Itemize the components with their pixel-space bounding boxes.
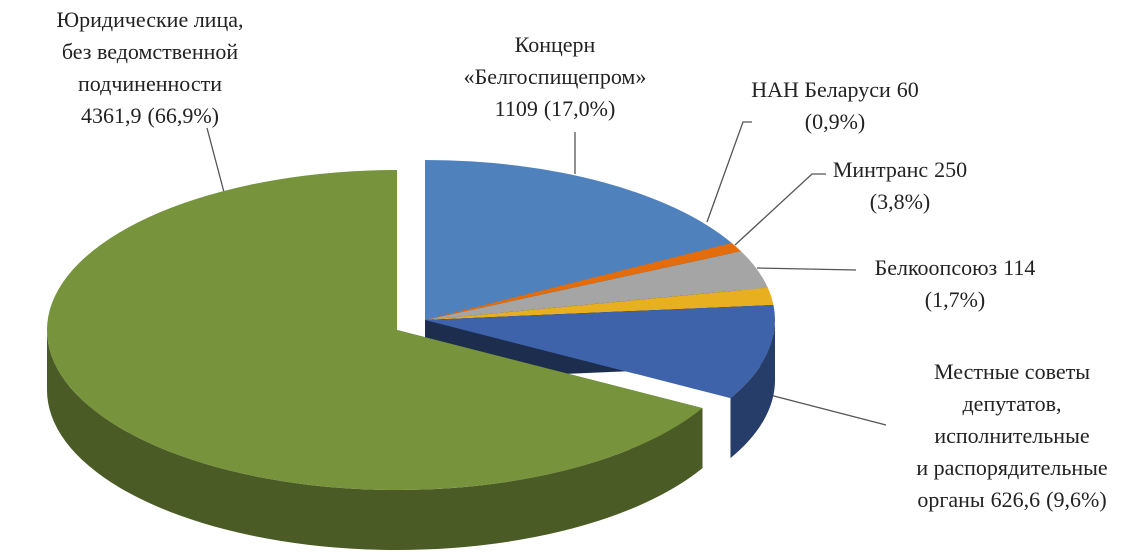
percent-label: (66,9%) <box>148 103 219 128</box>
label-line: «Белгоспищепром» <box>464 64 647 89</box>
label-line: Местные советы <box>934 359 1090 384</box>
label-line: без ведомственной <box>62 39 239 64</box>
slice-side <box>730 320 775 459</box>
category-name: подчиненности <box>78 71 222 96</box>
value-label: 250 <box>934 157 967 182</box>
slice-top <box>425 160 732 320</box>
label-line: Белкоопсоюз 114 <box>875 255 1036 280</box>
slice-label: Концерн «Белгоспищепром» 1109 (17,0%) <box>464 32 647 121</box>
slice-top <box>46 170 703 490</box>
leader-line <box>769 394 887 426</box>
label-line: (3,8%) <box>870 189 930 214</box>
percent-label: (0,9%) <box>805 109 865 134</box>
slice-top <box>425 242 741 320</box>
leader-line <box>756 267 857 271</box>
label-line: (1,7%) <box>925 287 985 312</box>
category-name: Юридические лица, <box>56 7 243 32</box>
percent-label: (9,6%) <box>1046 487 1106 512</box>
category-name: «Белгоспищепром» <box>464 64 647 89</box>
label-line: Концерн <box>515 32 596 57</box>
slice-label: Местные советы депутатов, исполнительные и … <box>916 359 1107 512</box>
category-name: и распорядительные <box>916 455 1107 480</box>
slice <box>425 160 732 320</box>
slice-top <box>425 251 768 320</box>
value-label: 60 <box>897 77 919 102</box>
category-name: исполнительные <box>934 423 1089 448</box>
slice-label: НАН Беларуси 60 (0,9%) <box>751 77 919 134</box>
percent-label: (3,8%) <box>870 189 930 214</box>
value-label: 114 <box>1003 255 1035 280</box>
label-line: 1109 (17,0%) <box>495 96 616 121</box>
label-line: Минтранс 250 <box>833 157 967 182</box>
category-name: Концерн <box>515 32 596 57</box>
value-label: 1109 <box>495 96 538 121</box>
leader-line <box>706 121 752 223</box>
label-line: НАН Беларуси 60 <box>751 77 919 102</box>
slice-top <box>425 305 775 399</box>
label-line: исполнительные <box>934 423 1089 448</box>
category-name: органы <box>917 487 985 512</box>
slice <box>46 170 703 550</box>
label-line: депутатов, <box>962 391 1061 416</box>
category-name: Местные советы <box>934 359 1090 384</box>
leader-line <box>206 127 226 197</box>
label-line: подчиненности <box>78 71 222 96</box>
percent-label: (17,0%) <box>544 96 615 121</box>
category-name: Минтранс <box>833 157 929 182</box>
label-line: органы 626,6 (9,6%) <box>917 487 1106 512</box>
category-name: депутатов, <box>962 391 1061 416</box>
category-name: НАН Беларуси <box>751 77 891 102</box>
slice-label: Белкоопсоюз 114 (1,7%) <box>875 255 1036 312</box>
percent-label: (1,7%) <box>925 287 985 312</box>
slice-label: Минтранс 250 (3,8%) <box>833 157 967 214</box>
value-label: 4361,9 <box>81 103 142 128</box>
slice-top <box>425 287 774 320</box>
leader-line <box>734 173 826 246</box>
pie <box>46 160 775 550</box>
label-line: 4361,9 (66,9%) <box>81 103 219 128</box>
label-line: (0,9%) <box>805 109 865 134</box>
slice-side <box>47 330 703 550</box>
leader-lines <box>206 121 887 426</box>
label-line: и распорядительные <box>916 455 1107 480</box>
value-label: 626,6 <box>991 487 1041 512</box>
label-line: Юридические лица, <box>56 7 243 32</box>
slice-label: Юридические лица, без ведомственной подчин… <box>56 7 243 128</box>
category-name: без ведомственной <box>62 39 239 64</box>
category-name: Белкоопсоюз <box>875 255 998 280</box>
